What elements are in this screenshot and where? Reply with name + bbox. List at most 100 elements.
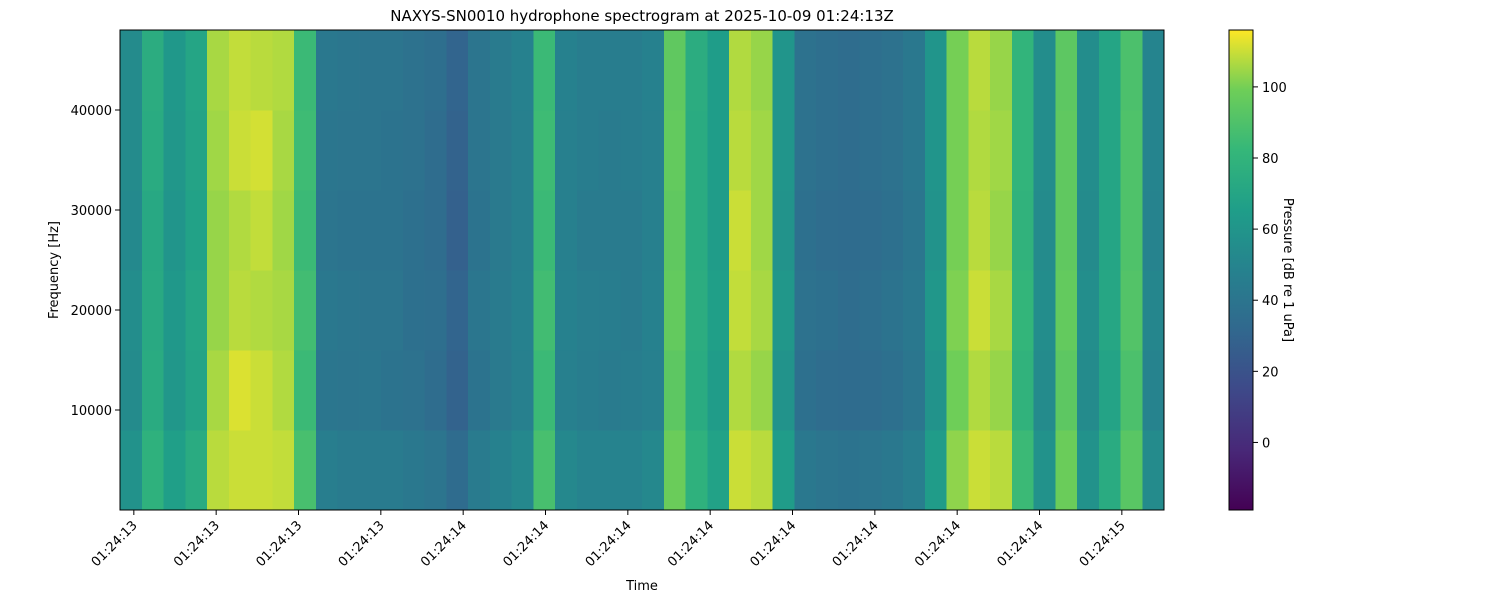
heatmap-cell <box>794 30 817 111</box>
heatmap-cell <box>903 190 926 271</box>
heatmap-cell <box>1077 190 1100 271</box>
heatmap-cell <box>794 350 817 431</box>
heatmap-cell <box>576 30 600 111</box>
heatmap-cell <box>468 430 491 511</box>
heatmap-cell <box>489 190 513 271</box>
heatmap-cell <box>576 350 600 431</box>
heatmap-cell <box>489 350 513 431</box>
heatmap-cell <box>315 110 339 191</box>
heatmap-cell <box>272 350 295 431</box>
heatmap-cell <box>1055 110 1078 191</box>
x-axis-label: Time <box>625 579 658 594</box>
heatmap-cell <box>381 190 404 271</box>
heatmap-cell <box>685 190 708 271</box>
heatmap-cell <box>489 30 513 111</box>
heatmap-cell <box>185 270 208 351</box>
heatmap-cell <box>881 270 904 351</box>
heatmap-cell <box>620 430 643 511</box>
heatmap-cell <box>337 190 360 271</box>
heatmap-cell <box>750 30 774 111</box>
colorbar <box>1228 29 1254 511</box>
heatmap-cell <box>620 30 643 111</box>
heatmap-cell <box>424 270 447 351</box>
heatmap-cell <box>272 110 295 191</box>
heatmap-cell <box>642 430 665 511</box>
heatmap-cell <box>120 30 143 111</box>
heatmap-cell <box>315 430 339 511</box>
heatmap-cell <box>489 110 513 191</box>
heatmap-cell <box>990 110 1013 191</box>
colorbar-label: Pressure [dB re 1 uPa] <box>1280 198 1295 342</box>
heatmap-cell <box>837 350 861 431</box>
heatmap-cell <box>924 190 948 271</box>
heatmap-cell <box>207 190 230 271</box>
heatmap-cell <box>859 430 882 511</box>
x-tick-label: 01:24:14 <box>583 518 635 570</box>
heatmap-cell <box>881 110 904 191</box>
heatmap-cell <box>642 110 665 191</box>
heatmap-cell <box>1011 190 1035 271</box>
heatmap-cell <box>294 270 317 351</box>
heatmap-cell <box>903 30 926 111</box>
heatmap-cell <box>794 190 817 271</box>
heatmap-cell <box>816 110 839 191</box>
heatmap-cell <box>1120 190 1143 271</box>
heatmap-cell <box>707 30 730 111</box>
heatmap-cell <box>707 430 730 511</box>
heatmap-cell <box>990 30 1013 111</box>
heatmap-cell <box>294 30 317 111</box>
x-tick-label: 01:24:14 <box>747 518 799 570</box>
heatmap-cell <box>1011 270 1035 351</box>
heatmap-cell <box>163 270 186 351</box>
heatmap-cell <box>750 270 774 351</box>
heatmap-cell <box>294 350 317 431</box>
colorbar-tick-label: 100 <box>1262 81 1287 96</box>
heatmap-cell <box>120 430 143 511</box>
heatmap-cell <box>663 110 687 191</box>
heatmap-cell <box>424 110 447 191</box>
x-tick-label: 01:24:14 <box>665 518 717 570</box>
heatmap-cell <box>1120 270 1143 351</box>
heatmap-cell <box>555 30 578 111</box>
heatmap-cell <box>750 350 774 431</box>
heatmap-cell <box>685 430 708 511</box>
heatmap-cell <box>511 110 534 191</box>
plot-frame <box>119 29 1165 511</box>
heatmap-cell <box>620 190 643 271</box>
heatmap-cell <box>620 110 643 191</box>
heatmap-cell <box>207 350 230 431</box>
heatmap-cell <box>598 270 621 351</box>
heatmap-cell <box>1033 270 1056 351</box>
heatmap-cell <box>511 430 534 511</box>
heatmap-cell <box>381 270 404 351</box>
heatmap-cell <box>794 430 817 511</box>
heatmap-cell <box>250 30 273 111</box>
colorbar-tick-label: 80 <box>1262 152 1279 167</box>
heatmap-cell <box>707 110 730 191</box>
heatmap-cell <box>1098 110 1122 191</box>
heatmap-cell <box>729 110 752 191</box>
heatmap-cell <box>533 270 556 351</box>
heatmap-cell <box>642 30 665 111</box>
heatmap-cell <box>141 270 165 351</box>
heatmap-cell <box>250 430 273 511</box>
heatmap-cell <box>446 430 469 511</box>
heatmap-cell <box>685 350 708 431</box>
heatmap-cell <box>1055 30 1078 111</box>
heatmap-cell <box>968 30 991 111</box>
heatmap-cell <box>120 110 143 191</box>
heatmap-cell <box>772 350 795 431</box>
colorbar-tick-label: 20 <box>1262 365 1279 380</box>
heatmap-cell <box>294 110 317 191</box>
heatmap-cell <box>315 350 339 431</box>
heatmap-cell <box>968 190 991 271</box>
heatmap-cell <box>707 190 730 271</box>
heatmap-cell <box>837 30 861 111</box>
heatmap-cell <box>1077 270 1100 351</box>
heatmap-cell <box>141 190 165 271</box>
heatmap-cell <box>185 350 208 431</box>
heatmap-cell <box>424 430 447 511</box>
heatmap-cell <box>272 30 295 111</box>
heatmap-cell <box>663 430 687 511</box>
